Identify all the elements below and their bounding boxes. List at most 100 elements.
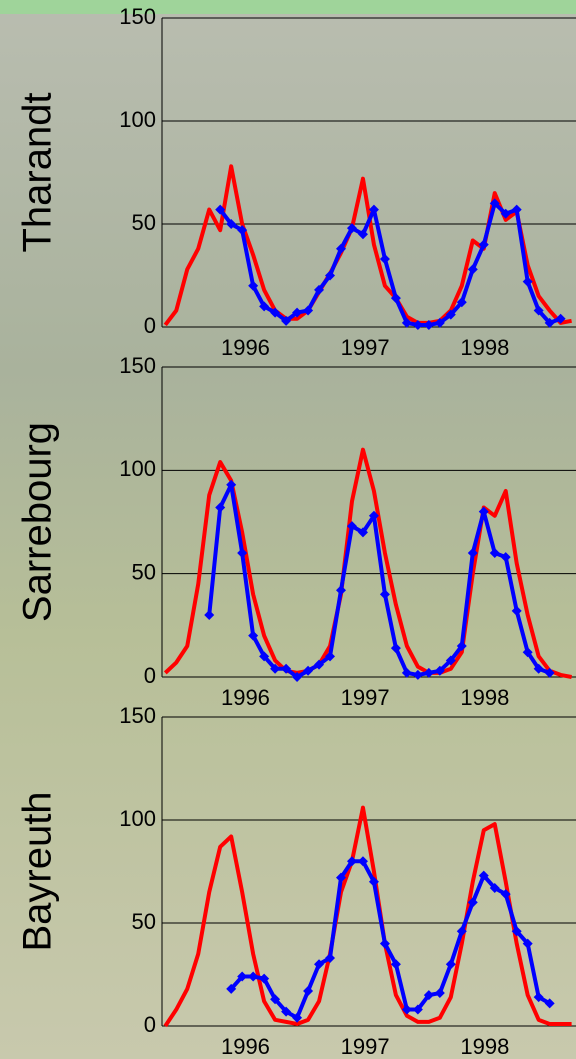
marker bbox=[456, 926, 467, 937]
marker bbox=[500, 552, 511, 563]
marker bbox=[325, 270, 336, 281]
marker bbox=[379, 589, 390, 600]
marker bbox=[259, 651, 270, 662]
x-tick-label: 1998 bbox=[460, 1034, 509, 1059]
marker bbox=[215, 502, 226, 513]
marker bbox=[292, 672, 303, 682]
y-tick-label: 50 bbox=[132, 559, 156, 584]
x-tick-label: 1996 bbox=[221, 685, 270, 710]
y-axis-title: Sarrebourg bbox=[16, 422, 60, 622]
marker bbox=[368, 204, 379, 215]
marker bbox=[215, 204, 226, 215]
marker bbox=[226, 983, 237, 994]
marker bbox=[379, 254, 390, 265]
marker bbox=[346, 223, 357, 234]
marker bbox=[445, 655, 456, 666]
y-tick-label: 100 bbox=[119, 456, 156, 481]
marker bbox=[357, 229, 368, 240]
y-tick-label: 100 bbox=[119, 806, 156, 831]
marker bbox=[357, 856, 368, 867]
marker bbox=[270, 307, 281, 318]
marker bbox=[522, 276, 533, 287]
marker bbox=[325, 953, 336, 964]
marker bbox=[544, 998, 555, 1009]
marker bbox=[357, 527, 368, 538]
marker bbox=[522, 938, 533, 949]
marker bbox=[401, 667, 412, 678]
y-tick-label: 0 bbox=[144, 1012, 156, 1037]
marker bbox=[335, 243, 346, 254]
y-tick-label: 150 bbox=[119, 703, 156, 728]
marker bbox=[335, 872, 346, 883]
marker bbox=[303, 305, 314, 316]
marker bbox=[204, 610, 215, 620]
marker bbox=[346, 521, 357, 532]
marker bbox=[478, 506, 489, 517]
marker bbox=[412, 1004, 423, 1015]
marker bbox=[434, 317, 445, 328]
marker bbox=[412, 669, 423, 680]
top-strip bbox=[0, 0, 576, 14]
marker bbox=[456, 297, 467, 308]
marker bbox=[478, 239, 489, 250]
x-tick-label: 1996 bbox=[221, 1034, 270, 1059]
marker bbox=[522, 647, 533, 658]
marker bbox=[335, 585, 346, 596]
marker bbox=[259, 301, 270, 312]
marker bbox=[281, 1006, 292, 1017]
y-tick-label: 0 bbox=[144, 663, 156, 688]
marker bbox=[226, 479, 237, 490]
marker bbox=[511, 204, 522, 215]
marker bbox=[489, 882, 500, 893]
marker bbox=[489, 198, 500, 209]
y-axis-title: Bayreuth bbox=[16, 791, 60, 951]
y-axis-title: Tharandt bbox=[16, 92, 60, 252]
marker bbox=[555, 313, 566, 324]
marker bbox=[248, 280, 259, 291]
marker bbox=[533, 305, 544, 316]
x-tick-label: 1998 bbox=[460, 335, 509, 360]
marker bbox=[346, 856, 357, 867]
marker bbox=[500, 889, 511, 900]
marker bbox=[390, 643, 401, 654]
marker bbox=[237, 225, 248, 236]
marker bbox=[533, 992, 544, 1003]
marker bbox=[511, 926, 522, 937]
x-tick-label: 1997 bbox=[341, 1034, 390, 1059]
marker bbox=[292, 1012, 303, 1023]
marker bbox=[303, 985, 314, 996]
x-tick-label: 1997 bbox=[341, 685, 390, 710]
marker bbox=[401, 1004, 412, 1015]
marker bbox=[390, 293, 401, 304]
marker bbox=[270, 994, 281, 1005]
marker bbox=[434, 988, 445, 999]
marker bbox=[281, 663, 292, 674]
series-line bbox=[163, 805, 572, 1028]
marker bbox=[390, 959, 401, 970]
marker bbox=[325, 651, 336, 662]
marker bbox=[248, 630, 259, 641]
marker bbox=[500, 208, 511, 219]
marker bbox=[314, 959, 325, 970]
marker bbox=[445, 309, 456, 320]
y-tick-label: 150 bbox=[119, 353, 156, 378]
marker bbox=[401, 317, 412, 328]
marker bbox=[379, 938, 390, 949]
marker bbox=[544, 667, 555, 678]
marker bbox=[467, 897, 478, 908]
marker bbox=[412, 319, 423, 330]
x-tick-label: 1998 bbox=[460, 685, 509, 710]
marker bbox=[445, 959, 456, 970]
marker bbox=[511, 605, 522, 616]
x-tick-label: 1997 bbox=[341, 335, 390, 360]
marker bbox=[237, 548, 248, 558]
marker bbox=[368, 510, 379, 521]
marker bbox=[423, 319, 434, 330]
marker bbox=[226, 219, 237, 229]
y-tick-label: 50 bbox=[132, 909, 156, 934]
marker bbox=[533, 663, 544, 674]
marker bbox=[248, 971, 259, 982]
marker bbox=[281, 315, 292, 326]
